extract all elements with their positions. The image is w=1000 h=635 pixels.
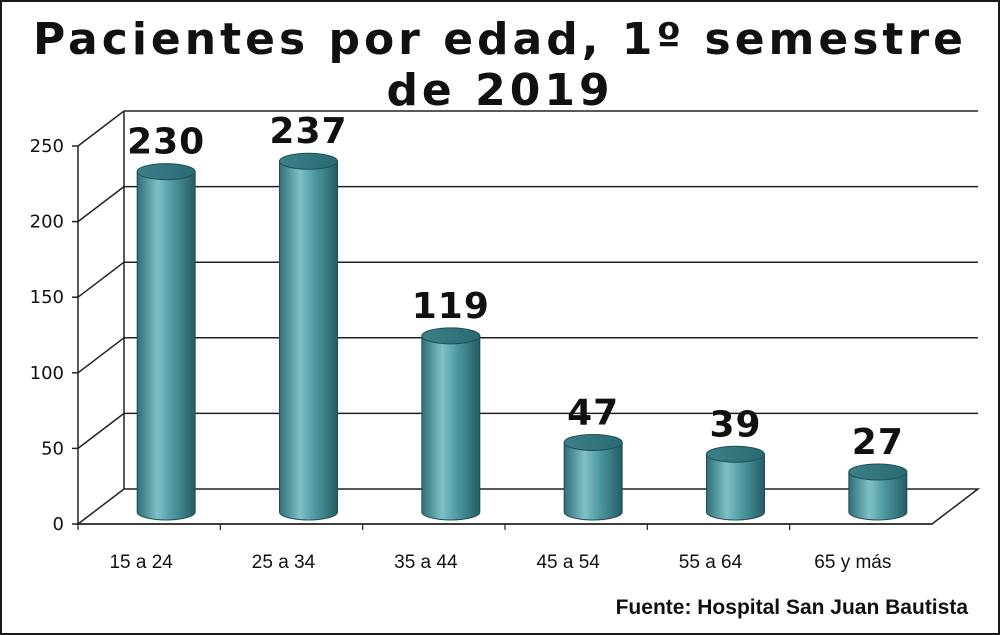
y-tick-label: 100 (30, 363, 64, 384)
bar-top (136, 163, 196, 181)
x-category-label: 45 a 54 (536, 552, 600, 573)
bar (421, 327, 481, 521)
bar-body (136, 171, 196, 521)
x-category-label: 25 a 34 (252, 552, 316, 573)
bar-body (706, 453, 765, 521)
bar (136, 163, 196, 521)
chart-title: Pacientes por edad, 1º semestre de 2019 (32, 14, 967, 116)
x-category-label: 35 a 44 (394, 552, 458, 573)
bar (279, 152, 338, 521)
data-label: 27 (852, 422, 904, 463)
data-label: 237 (269, 111, 347, 152)
data-label: 119 (412, 286, 490, 327)
y-tick-label: 50 (41, 438, 64, 459)
bar-top (421, 327, 481, 345)
data-label: 39 (709, 404, 761, 445)
data-label: 230 (127, 122, 205, 163)
floor (75, 488, 981, 525)
x-category-label: 15 a 24 (109, 552, 173, 573)
bar-top (563, 433, 623, 451)
source-note: Fuente: Hospital San Juan Bautista (615, 596, 968, 619)
data-labels: 230 237 119 47 39 27 (127, 111, 904, 463)
bar-body (421, 335, 481, 521)
gridlines (77, 110, 978, 449)
y-axis-ticks: 0 50 100 150 200 250 (30, 136, 64, 535)
bar-top (848, 463, 908, 481)
bar (706, 445, 765, 521)
bar-top (706, 445, 765, 463)
data-label: 47 (567, 392, 619, 433)
gridline-side (77, 412, 125, 449)
bar (563, 433, 623, 521)
y-tick-label: 200 (30, 212, 64, 233)
x-category-label: 65 y más (814, 552, 891, 573)
bar-body (848, 471, 908, 521)
x-axis-categories: 15 a 24 25 a 34 35 a 44 45 a 54 55 a 64 65 y … (109, 552, 891, 573)
y-tick-label: 150 (30, 287, 64, 308)
gridline-side (77, 261, 125, 298)
bar-top (279, 152, 338, 170)
bar-body (563, 441, 623, 521)
gridline-side (77, 337, 125, 374)
gridline-side (77, 186, 125, 223)
x-category-label: 55 a 64 (679, 552, 743, 573)
bars (136, 152, 908, 521)
y-tick-label: 250 (30, 136, 64, 157)
axes (72, 111, 932, 530)
plot-walls (75, 488, 981, 525)
bar (848, 463, 908, 521)
gridline-side (77, 110, 125, 147)
y-tick-label: 0 (53, 514, 64, 535)
bar-body (279, 160, 338, 521)
